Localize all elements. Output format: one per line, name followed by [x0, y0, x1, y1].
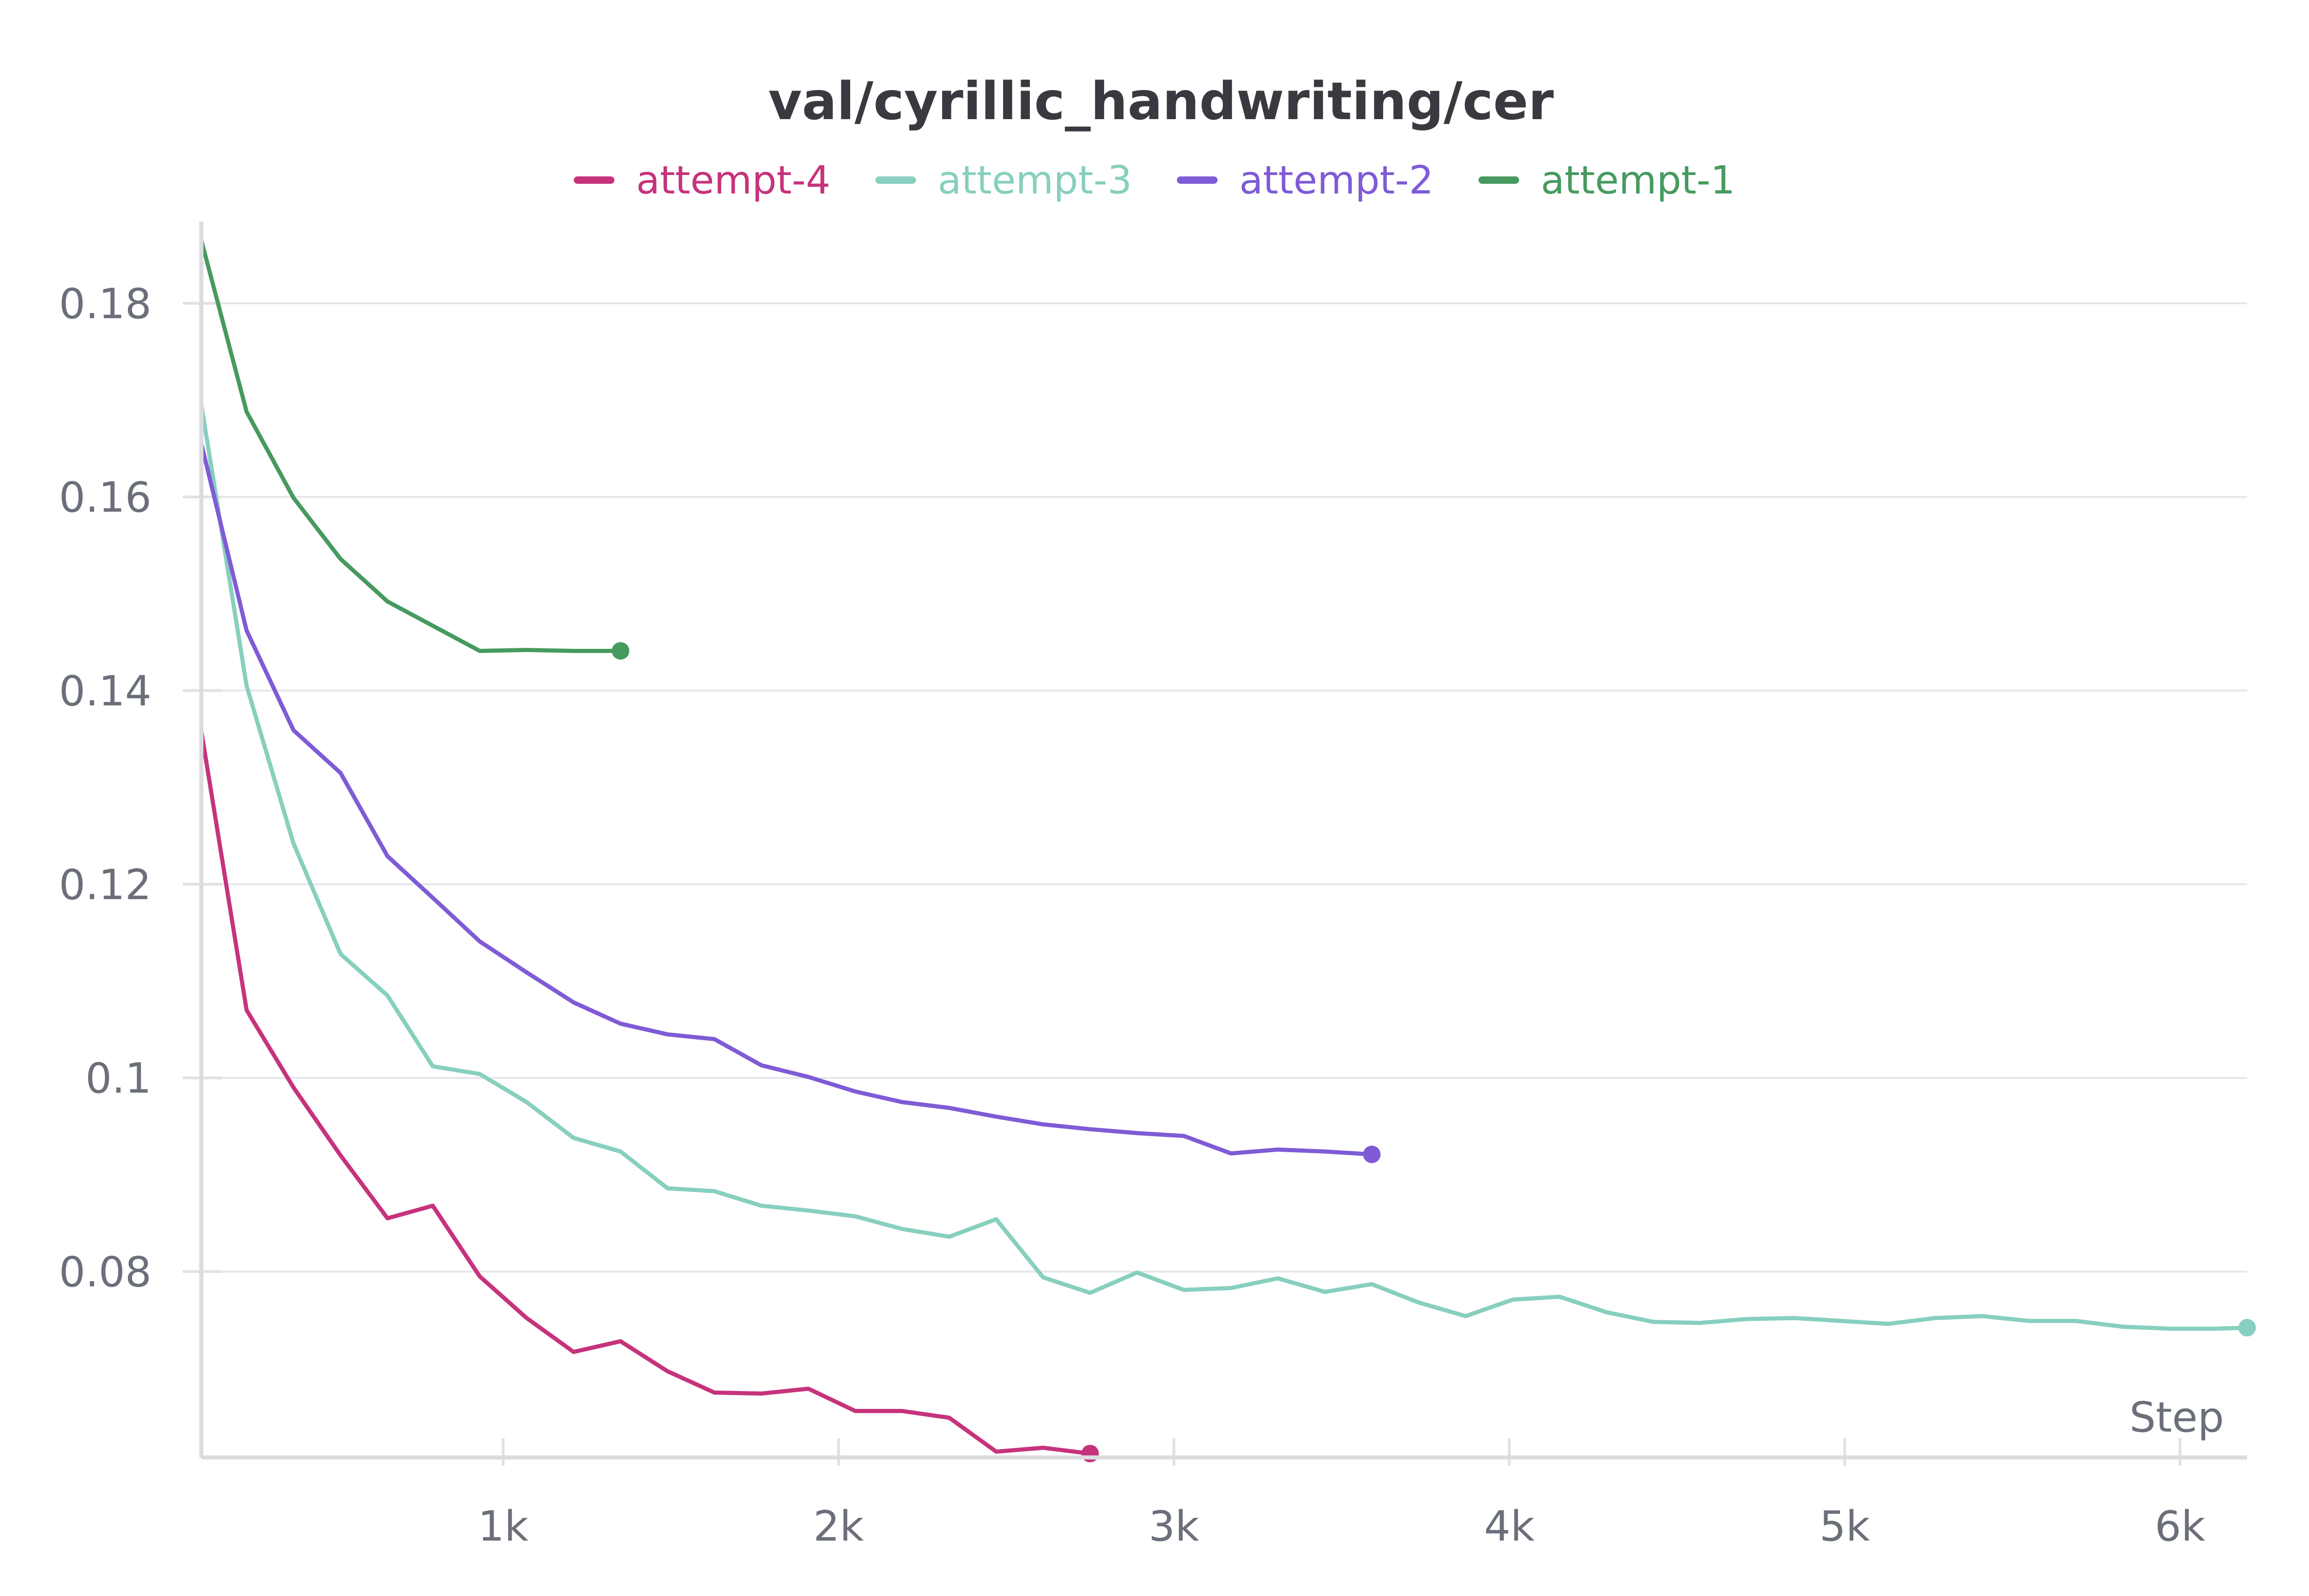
- legend-item-attempt-1: attempt-1: [1478, 157, 1735, 203]
- series-line-attempt-2: [199, 441, 1374, 1157]
- legend-item-attempt-4: attempt-4: [574, 157, 831, 203]
- legend-label: attempt-3: [938, 157, 1132, 203]
- x-tick-label: 3k: [1148, 1502, 1199, 1551]
- x-axis-ticks: 1k 2k 3k 4k 5k 6k: [478, 1438, 2205, 1551]
- x-tick-label: 1k: [478, 1502, 528, 1551]
- y-tick-label: 0.14: [59, 667, 151, 715]
- y-tick-label: 0.16: [59, 473, 151, 522]
- series-lines: [199, 238, 2256, 1463]
- x-tick-label: 2k: [813, 1502, 864, 1551]
- x-tick-label: 6k: [2155, 1502, 2205, 1551]
- x-tick-label: 5k: [1819, 1502, 1870, 1551]
- gridlines: [201, 302, 2247, 1273]
- series-line-attempt-1: [199, 238, 623, 653]
- y-tick-label: 0.12: [59, 861, 151, 909]
- y-axis-ticks: 0.08 0.1 0.12 0.14 0.16 0.18: [59, 280, 222, 1296]
- legend: attempt-4 attempt-3 attempt-2 attempt-1: [574, 157, 1735, 203]
- axes: [199, 222, 2247, 1460]
- legend-item-attempt-3: attempt-3: [875, 157, 1132, 203]
- legend-item-attempt-2: attempt-2: [1177, 157, 1434, 203]
- series-line-attempt-3: [199, 403, 2249, 1331]
- series-end-point-attempt-2: [1363, 1145, 1381, 1163]
- y-tick-label: 0.18: [59, 280, 151, 328]
- x-tick-label: 4k: [1484, 1502, 1535, 1551]
- legend-label: attempt-4: [636, 157, 831, 203]
- series-end-point-attempt-3: [2238, 1319, 2256, 1337]
- y-tick-label: 0.1: [85, 1054, 151, 1103]
- chart-title: val/cyrillic_handwriting/cer: [768, 72, 1553, 132]
- series-end-point-attempt-1: [611, 642, 629, 660]
- series-end-point-attempt-4: [1081, 1445, 1099, 1463]
- series-line-attempt-4: [199, 729, 1092, 1456]
- y-tick-label: 0.08: [59, 1248, 151, 1296]
- legend-label: attempt-1: [1541, 157, 1735, 203]
- legend-label: attempt-2: [1239, 157, 1434, 203]
- x-axis-title: Step: [2129, 1393, 2224, 1442]
